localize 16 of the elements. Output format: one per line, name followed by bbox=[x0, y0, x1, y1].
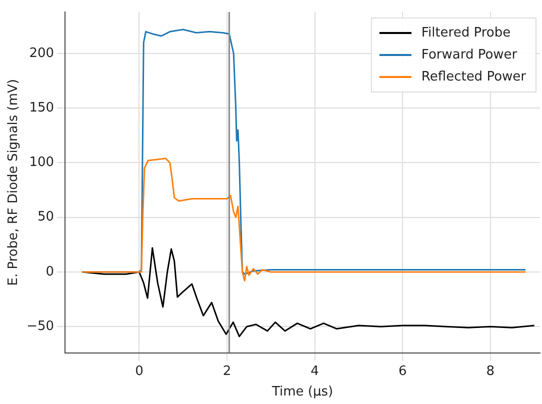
legend-label: Reflected Power bbox=[421, 69, 527, 84]
y-tick-label: 0 bbox=[46, 264, 54, 280]
x-tick-label: 4 bbox=[310, 364, 319, 379]
x-tick-label: 2 bbox=[222, 364, 232, 379]
x-tick-label: 8 bbox=[486, 364, 495, 379]
y-tick-label: −50 bbox=[26, 318, 54, 334]
x-axis-title: Time (μs) bbox=[270, 384, 334, 400]
y-tick-label: 50 bbox=[37, 210, 54, 225]
x-tick-label: 6 bbox=[398, 364, 407, 379]
x-tick-label: 0 bbox=[135, 364, 144, 379]
legend-label: Forward Power bbox=[421, 47, 518, 62]
y-tick-label: 200 bbox=[29, 46, 54, 61]
y-tick-label: 150 bbox=[29, 100, 54, 116]
y-axis-title: E. Probe, RF Diode Signals (mV) bbox=[6, 79, 22, 286]
legend-label: Filtered Probe bbox=[421, 25, 511, 40]
y-tick-label: 100 bbox=[29, 155, 54, 170]
